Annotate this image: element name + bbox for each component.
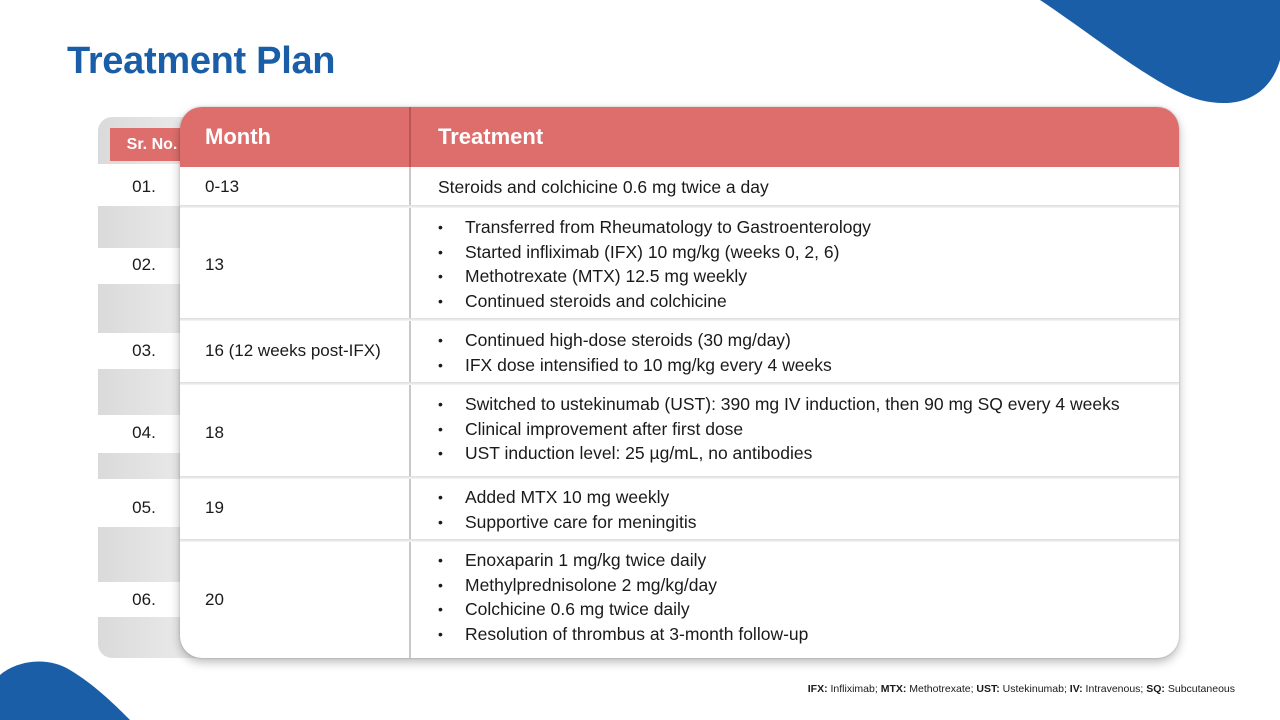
footnote-abbr: SQ: xyxy=(1146,683,1165,695)
treatment-cell: Steroids and colchicine 0.6 mg twice a d… xyxy=(438,177,769,197)
footnote-abbr: IV: xyxy=(1069,683,1083,695)
page-title: Treatment Plan xyxy=(67,40,336,82)
list-item: Enoxaparin 1 mg/kg twice daily xyxy=(438,548,1158,573)
treatment-cell: Added MTX 10 mg weekly Supportive care f… xyxy=(438,485,1158,534)
footnote-abbr: IFX: xyxy=(807,683,828,695)
footnote-text: Methotrexate; xyxy=(906,683,977,695)
serial-number: 05. xyxy=(132,498,156,517)
list-item: Added MTX 10 mg weekly xyxy=(438,485,1158,510)
serial-number: 06. xyxy=(132,590,156,609)
footnote-text: Intravenous; xyxy=(1082,683,1147,695)
footnote-abbr: UST: xyxy=(976,683,1000,695)
treatment-cell: Enoxaparin 1 mg/kg twice daily Methylpre… xyxy=(438,548,1158,646)
corner-decoration-top-right xyxy=(1040,0,1280,104)
row-divider xyxy=(180,205,1179,208)
list-item: Resolution of thrombus at 3-month follow… xyxy=(438,622,1158,647)
month-cell: 19 xyxy=(205,498,224,517)
footnote-abbr: MTX: xyxy=(880,683,907,695)
list-item: Colchicine 0.6 mg twice daily xyxy=(438,597,1158,622)
list-item: Clinical improvement after first dose xyxy=(438,417,1158,442)
list-item: IFX dose intensified to 10 mg/kg every 4… xyxy=(438,353,1158,378)
month-cell: 13 xyxy=(205,255,224,274)
footnote-text: Ustekinumab; xyxy=(999,683,1070,695)
list-item: UST induction level: 25 µg/mL, no antibo… xyxy=(438,441,1158,466)
treatment-cell: Switched to ustekinumab (UST): 390 mg IV… xyxy=(438,392,1158,466)
serial-number: 02. xyxy=(132,255,156,274)
month-cell: 18 xyxy=(205,423,224,442)
serial-number: 04. xyxy=(132,423,156,442)
corner-decoration-bottom-left xyxy=(0,661,130,720)
month-header: Month xyxy=(205,124,271,149)
row-divider xyxy=(180,318,1179,321)
row-divider xyxy=(180,476,1179,479)
list-item: Methotrexate (MTX) 12.5 mg weekly xyxy=(438,264,1158,289)
header-divider xyxy=(409,107,411,167)
treatment-header: Treatment xyxy=(438,124,544,149)
serial-number: 03. xyxy=(132,341,156,360)
treatment-cell: Continued high-dose steroids (30 mg/day)… xyxy=(438,328,1158,377)
list-item: Supportive care for meningitis xyxy=(438,510,1158,535)
list-item: Methylprednisolone 2 mg/kg/day xyxy=(438,573,1158,598)
footnote-text: Infliximab; xyxy=(827,683,881,695)
row-divider xyxy=(180,539,1179,542)
footnote-text: Subcutaneous xyxy=(1164,683,1235,695)
treatment-cell: Transferred from Rheumatology to Gastroe… xyxy=(438,215,1158,313)
list-item: Switched to ustekinumab (UST): 390 mg IV… xyxy=(438,392,1158,417)
serial-number: 01. xyxy=(132,177,156,196)
list-item: Started infliximab (IFX) 10 mg/kg (weeks… xyxy=(438,240,1158,265)
list-item: Continued steroids and colchicine xyxy=(438,289,1158,314)
month-cell: 0-13 xyxy=(205,177,240,196)
abbreviations-footnote: IFX: Infliximab; MTX: Methotrexate; UST:… xyxy=(808,683,1235,695)
list-item: Continued high-dose steroids (30 mg/day) xyxy=(438,328,1158,353)
table-header xyxy=(180,107,1179,167)
list-item: Transferred from Rheumatology to Gastroe… xyxy=(438,215,1158,240)
treatment-table: Month Treatment 0-13 Steroids and colchi… xyxy=(180,107,1179,658)
month-cell: 16 (12 weeks post-IFX) xyxy=(205,341,381,360)
row-divider xyxy=(180,382,1179,385)
month-cell: 20 xyxy=(205,590,224,609)
